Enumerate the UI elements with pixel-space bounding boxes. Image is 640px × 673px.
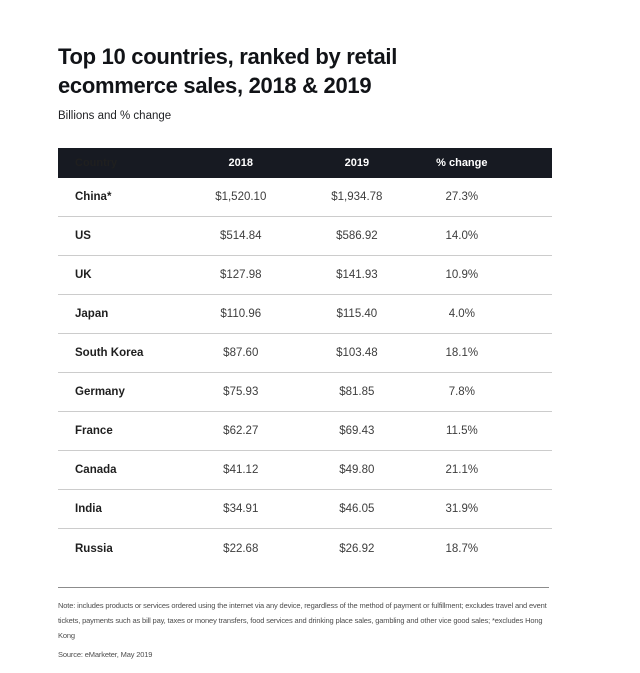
pct-change-cell: 14.0% [445, 230, 479, 242]
value-2019-cell: $49.80 [339, 464, 375, 476]
pct-change-cell: 18.1% [445, 347, 479, 359]
country-cell: UK [75, 269, 92, 281]
table-row: China* $1,520.10 $1,934.78 27.3% [58, 178, 552, 217]
table-row: Russia $22.68 $26.92 18.7% [58, 529, 552, 568]
country-cell: Russia [75, 542, 113, 555]
ranking-table: Country 2018 2019 % change China* $1,520… [58, 148, 552, 568]
pct-change-cell: 21.1% [445, 464, 479, 476]
value-2019-cell: $115.40 [336, 308, 378, 320]
country-cell: Canada [75, 464, 117, 476]
country-cell: South Korea [75, 347, 144, 359]
country-cell: Japan [75, 308, 109, 320]
value-2019-cell: $69.43 [339, 425, 375, 437]
table-row: US $514.84 $586.92 14.0% [58, 217, 552, 256]
table-header-row: Country 2018 2019 % change [58, 148, 552, 178]
pct-change-cell: 7.8% [448, 386, 475, 398]
value-2019-cell: $26.92 [339, 542, 375, 555]
source-line: Source: eMarketer, May 2019 [58, 650, 153, 659]
value-2018-cell: $62.27 [223, 425, 259, 437]
value-2019-cell: $586.92 [336, 230, 378, 242]
table-row: Germany $75.93 $81.85 7.8% [58, 373, 552, 412]
table-row: South Korea $87.60 $103.48 18.1% [58, 334, 552, 373]
value-2019-cell: $46.05 [339, 503, 375, 515]
table-row: Canada $41.12 $49.80 21.1% [58, 451, 552, 490]
value-2018-cell: $34.91 [223, 503, 259, 515]
value-2018-cell: $1,520.10 [215, 191, 267, 203]
value-2018-cell: $87.60 [223, 347, 259, 359]
country-cell: China* [75, 191, 112, 203]
column-header-change: % change [436, 157, 488, 169]
value-2018-cell: $22.68 [223, 542, 259, 555]
column-header-2019: 2019 [344, 157, 370, 169]
table-row: Japan $110.96 $115.40 4.0% [58, 295, 552, 334]
pct-change-cell: 10.9% [445, 269, 479, 281]
pct-change-cell: 18.7% [445, 542, 479, 555]
pct-change-cell: 31.9% [445, 503, 479, 515]
footer-divider [58, 587, 549, 588]
value-2019-cell: $1,934.78 [331, 191, 383, 203]
value-2018-cell: $514.84 [219, 230, 262, 242]
value-2019-cell: $81.85 [339, 386, 375, 398]
pct-change-cell: 4.0% [448, 308, 475, 320]
table-row: UK $127.98 $141.93 10.9% [58, 256, 552, 295]
country-cell: Germany [75, 386, 125, 398]
value-2018-cell: $110.96 [220, 308, 262, 320]
country-cell: India [75, 503, 102, 515]
pct-change-cell: 27.3% [445, 191, 479, 203]
footnote: Note: includes products or services orde… [58, 601, 547, 640]
page-title: Top 10 countries, ranked by retail ecomm… [58, 44, 398, 98]
value-2018-cell: $41.12 [223, 464, 259, 476]
value-2019-cell: $141.93 [336, 269, 378, 281]
table-row: France $62.27 $69.43 11.5% [58, 412, 552, 451]
table-row: India $34.91 $46.05 31.9% [58, 490, 552, 529]
page-subtitle: Billions and % change [58, 110, 172, 122]
column-header-country: Country [75, 157, 118, 169]
column-header-2018: 2018 [228, 157, 254, 169]
value-2018-cell: $75.93 [223, 386, 259, 398]
value-2018-cell: $127.98 [219, 269, 262, 281]
pct-change-cell: 11.5% [445, 425, 478, 437]
country-cell: France [75, 425, 113, 437]
country-cell: US [75, 230, 91, 242]
value-2019-cell: $103.48 [336, 347, 378, 359]
